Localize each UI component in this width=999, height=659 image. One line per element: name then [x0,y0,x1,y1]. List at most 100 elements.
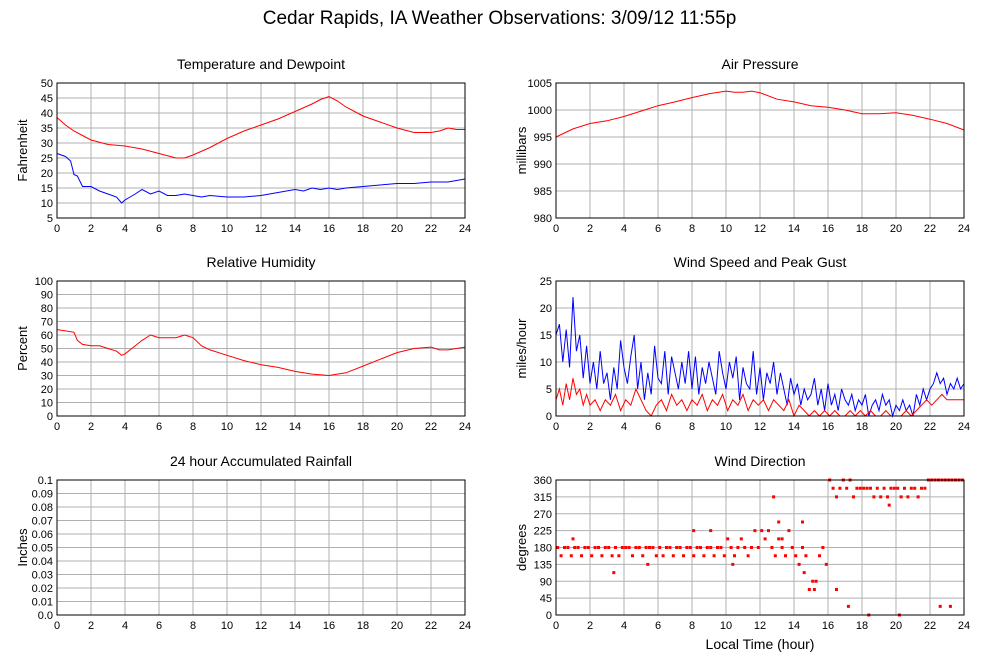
winddir-point [739,537,743,541]
winddir-y-tick-label: 270 [534,509,552,521]
winddir-x-tick-label: 24 [958,620,970,632]
humidity-x-tick-label: 4 [122,421,128,433]
humidity-chart-title: Relative Humidity [207,254,316,270]
temp-x-tick-label: 18 [357,223,369,235]
pressure-x-tick-label: 8 [689,223,695,235]
rain-x-tick-label: 24 [459,620,471,632]
wind-x-tick-label: 18 [856,421,868,433]
temp-x-tick-label: 8 [190,223,196,235]
temp-x-tick-label: 4 [122,223,128,235]
rain-y-tick-label: 0.03 [32,570,53,582]
temp-x-tick-label: 22 [425,223,437,235]
pressure-y-tick-label: 980 [534,213,552,225]
pressure-x-tick-label: 12 [754,223,766,235]
winddir-point [948,604,952,608]
humidity-x-tick-label: 20 [391,421,403,433]
winddir-point [916,495,920,499]
winddir-point [886,495,889,499]
winddir-point [716,546,719,549]
winddir-x-tick-label: 8 [689,620,695,632]
winddir-point [797,562,801,566]
winddir-point [607,546,611,549]
winddir-point [855,486,859,490]
humidity-x-tick-label: 24 [459,421,471,433]
winddir-point [634,546,638,549]
temp-y-tick-label: 35 [41,123,53,135]
wind-chart-title: Wind Speed and Peak Gust [674,254,847,270]
winddir-point [576,546,580,549]
temp-y-tick-label: 50 [41,78,53,90]
wind-y-tick-label: 10 [540,357,552,369]
winddir-point [593,546,597,549]
winddir-point [651,546,655,549]
rain-y-tick-label: 0.1 [38,475,53,487]
rain-x-tick-label: 8 [190,620,196,632]
wind-x-tick-label: 8 [689,421,695,433]
winddir-x-tick-label: 12 [754,620,766,632]
winddir-point [709,529,713,533]
rain-y-tick-label: 0.01 [32,597,53,609]
pressure-x-tick-label: 4 [621,223,627,235]
wind-x-tick-label: 10 [720,421,732,433]
humidity-y-tick-label: 0 [47,411,53,423]
winddir-y-tick-label: 0 [546,610,552,622]
temp-x-tick-label: 20 [391,223,403,235]
winddir-point [811,579,815,583]
winddir-point [938,604,942,608]
winddir-point [777,520,781,524]
winddir-point [763,537,767,541]
winddir-point [777,537,781,541]
wind-y-tick-label: 25 [540,276,552,288]
humidity-x-tick-label: 0 [54,421,60,433]
wind-x-tick-label: 20 [890,421,902,433]
winddir-point [913,486,917,490]
rain-y-tick-label: 0.02 [32,583,53,595]
winddir-point [620,546,624,549]
winddir-point [903,486,906,490]
winddir-point [731,562,735,566]
winddir-point [688,546,692,549]
winddir-x-tick-label: 16 [822,620,834,632]
winddir-x-tick-label: 18 [856,620,868,632]
winddir-point [597,546,600,549]
winddir-point [617,554,621,558]
winddir-point [603,546,607,549]
winddir-point [846,604,850,608]
winddir-y-tick-label: 180 [534,543,552,555]
humidity-y-tick-label: 100 [35,276,53,288]
winddir-point [559,554,563,558]
winddir-point [753,529,757,533]
temp-y-axis-label: Fahrenheit [15,119,30,182]
temp-frame [56,82,466,219]
rain-x-tick-label: 18 [357,620,369,632]
winddir-y-tick-label: 90 [540,576,552,588]
winddir-x-tick-label: 14 [788,620,800,632]
winddir-point [685,546,689,549]
winddir-point [661,554,665,558]
winddir-point [637,546,641,549]
rain-x-tick-label: 22 [425,620,437,632]
humidity-y-tick-label: 90 [41,290,53,302]
humidity-x-tick-label: 22 [425,421,437,433]
winddir-point [668,546,672,549]
temp-y-tick-label: 10 [41,198,53,210]
humidity-y-tick-label: 70 [41,317,53,329]
winddir-point [831,486,835,490]
winddir-point [780,546,784,549]
winddir-point [852,495,855,499]
pressure-x-tick-label: 6 [655,223,661,235]
humidity-x-tick-label: 14 [289,421,301,433]
winddir-point [909,486,913,490]
winddir-y-tick-label: 360 [534,475,552,487]
pressure-x-tick-label: 18 [856,223,868,235]
winddir-x-tick-label: 10 [720,620,732,632]
winddir-point [750,546,753,549]
humidity-y-tick-label: 80 [41,303,53,315]
rain-y-axis-label: Inches [15,528,30,567]
winddir-point [675,546,679,549]
winddir-point [879,495,883,499]
wind-x-tick-label: 6 [655,421,661,433]
pressure-frame [555,82,965,219]
winddir-x-axis-label: Local Time (hour) [706,636,815,652]
